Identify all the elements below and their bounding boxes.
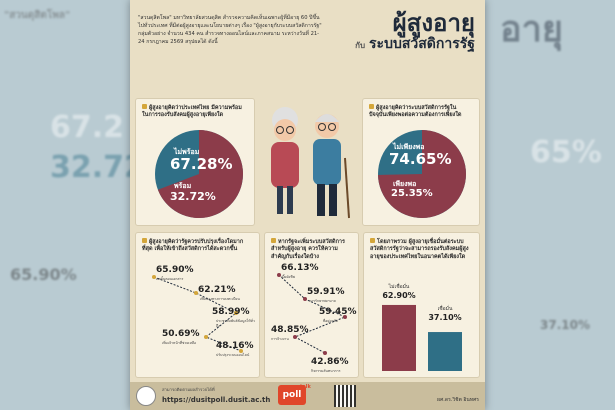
bullet-icon xyxy=(142,104,147,109)
q4-trend-line xyxy=(277,273,347,355)
q1-not-ready-slice xyxy=(157,130,244,218)
q3-trend-line xyxy=(152,275,243,353)
q2-pie-chart xyxy=(378,130,466,218)
q1-card: ผู้สูงอายุคิดว่าประเทศไทย มีความพร้อมในก… xyxy=(135,98,255,226)
bg-pct-4: 65% xyxy=(530,135,602,170)
q3-point-5-value: 48.16% xyxy=(216,341,254,351)
q5-not-confident-pct: 62.90% xyxy=(382,291,416,300)
q3-point-3-caption: ประชาสัมพันธ์ข้อมูลให้ทั่วถึง xyxy=(216,319,255,328)
page-subtitle: กับ ระบบสวัสดิการรัฐ xyxy=(315,36,475,53)
bg-title: อายุ xyxy=(500,9,563,50)
q2-card: ผู้สูงอายุคิดว่าระบบสวัสดิการรัฐในปัจจุบ… xyxy=(362,98,480,226)
q5-not-confident-label: ไม่เชื่อมั่น xyxy=(388,284,410,290)
bullet-icon xyxy=(142,238,147,243)
elderly-couple-illustration xyxy=(271,107,350,219)
footer-author: ผศ.ดร.วิชิต อินทศร xyxy=(437,397,479,403)
q4-point-5-value: 42.86% xyxy=(311,357,349,367)
q4-point-2-value: 59.91% xyxy=(307,287,345,297)
q5-question-text: โดยภาพรวม ผู้สูงอายุเชื่อมั่นต่อระบบสวัส… xyxy=(370,239,469,260)
q5-not-confident-bar xyxy=(382,304,416,371)
q5-confident-pct: 37.10% xyxy=(428,313,462,322)
q1-not-ready-pct: 67.28% xyxy=(170,155,233,173)
q1-pie-chart xyxy=(155,130,244,218)
q4-point-3-caption: ที่อยู่อาศัย xyxy=(323,319,338,323)
q5-confident-bar xyxy=(428,332,462,371)
title-sub-text: ระบบสวัสดิการรัฐ xyxy=(369,36,475,53)
q5-card: โดยภาพรวม ผู้สูงอายุเชื่อมั่นต่อระบบสวัส… xyxy=(363,232,480,378)
q4-point-1-value: 66.13% xyxy=(281,263,319,273)
bg-pct-1: 67.2 xyxy=(50,110,125,145)
bg-pct-5: 37.10% xyxy=(540,318,590,332)
q4-point-1-caption: เบี้ยยังชีพ xyxy=(281,275,295,279)
bg-intro-text: "สวนดุสิตโพล" xyxy=(4,10,71,21)
qr-code-icon xyxy=(334,385,356,407)
footer: สามารถติดตามผลสำรวจได้ที่ https://dusitp… xyxy=(130,382,485,410)
q1-question-text: ผู้สูงอายุคิดว่าประเทศไทย มีความพร้อมในก… xyxy=(142,105,242,119)
talk-badge: talk xyxy=(300,384,311,390)
q2-question: ผู้สูงอายุคิดว่าระบบสวัสดิการรัฐในปัจจุบ… xyxy=(369,104,473,120)
q4-point-5-caption: กิจกรรมสันทนาการ xyxy=(311,369,341,373)
q2-insufficient-label: ไม่เพียงพอ xyxy=(393,143,425,151)
bullet-icon xyxy=(271,238,276,243)
poll-logo: poll xyxy=(278,385,306,405)
page-title: ผู้สูงอายุ xyxy=(392,8,475,37)
university-logo xyxy=(136,386,156,406)
q5-confident-label: เชื่อมั่น xyxy=(437,306,453,312)
q5-question: โดยภาพรวม ผู้สูงอายุเชื่อมั่นต่อระบบสวัส… xyxy=(370,238,473,261)
bg-pct-3: 65.90% xyxy=(10,265,77,284)
q2-insufficient-slice xyxy=(378,130,466,218)
bg-pct-2: 32.72 xyxy=(50,150,145,185)
q2-sufficient-label: เพียงพอ xyxy=(393,180,417,188)
q3-card: ผู้สูงอายุคิดว่ารัฐควรปรับปรุงเรื่องใดมา… xyxy=(135,232,260,378)
q4-question: หากรัฐจะเพิ่มระบบสวัสดิการสำหรับผู้สูงอา… xyxy=(271,238,352,261)
q3-point-1-value: 65.90% xyxy=(156,265,194,275)
q4-point-2-caption: การรักษาพยาบาล xyxy=(309,299,336,303)
q2-question-text: ผู้สูงอายุคิดว่าระบบสวัสดิการรัฐในปัจจุบ… xyxy=(369,105,462,119)
q2-sufficient-pct: 25.35% xyxy=(391,188,433,199)
q5-bar-chart xyxy=(382,304,462,371)
q3-question-text: ผู้สูงอายุคิดว่ารัฐควรปรับปรุงเรื่องใดมา… xyxy=(142,239,244,253)
q3-point-4-caption: เพิ่มเจ้าหน้าที่ช่วยเหลือ xyxy=(162,341,197,345)
q1-ready-pct: 32.72% xyxy=(170,190,216,203)
footer-note: สามารถติดตามผลสำรวจได้ที่ xyxy=(162,387,215,392)
grandpa-figure xyxy=(313,114,350,219)
q4-point-4-value: 48.85% xyxy=(271,325,309,335)
q4-point-4-caption: การจ้างงาน xyxy=(271,337,289,341)
q3-point-4-value: 50.69% xyxy=(162,329,200,339)
q4-point-3-value: 59.45% xyxy=(319,307,357,317)
intro-text: "สวนดุสิตโพล" มหาวิทยาลัยสวนดุสิต สำรวจค… xyxy=(138,15,322,46)
grandma-figure xyxy=(271,107,299,214)
q2-insufficient-pct: 74.65% xyxy=(389,150,452,168)
infographic-poster: "สวนดุสิตโพล" มหาวิทยาลัยสวนดุสิต สำรวจค… xyxy=(130,0,485,410)
bullet-icon xyxy=(369,104,374,109)
q3-point-1-caption: ลดขั้นตอนเอกสาร xyxy=(156,277,184,281)
q3-point-5-caption: ปรับปรุงระบบออนไลน์ xyxy=(216,353,250,357)
q1-question: ผู้สูงอายุคิดว่าประเทศไทย มีความพร้อมในก… xyxy=(142,104,248,120)
q4-question-text: หากรัฐจะเพิ่มระบบสวัสดิการสำหรับผู้สูงอา… xyxy=(271,239,345,260)
q1-ready-label: พร้อม xyxy=(174,182,192,190)
title-block: ผู้สูงอายุ กับ ระบบสวัสดิการรัฐ xyxy=(315,8,475,53)
q3-point-3-value: 58.99% xyxy=(212,307,250,317)
q3-point-2-caption: เพิ่มช่องทางการลงทะเบียน xyxy=(200,297,240,301)
bullet-icon xyxy=(370,238,375,243)
footer-url-link[interactable]: https://dusitpoll.dusit.ac.th xyxy=(162,396,271,404)
title-connector: กับ xyxy=(355,41,366,51)
q3-question: ผู้สูงอายุคิดว่ารัฐควรปรับปรุงเรื่องใดมา… xyxy=(142,238,253,254)
q3-point-2-value: 62.21% xyxy=(198,285,236,295)
q4-card: หากรัฐจะเพิ่มระบบสวัสดิการสำหรับผู้สูงอา… xyxy=(264,232,359,378)
q1-not-ready-label: ไม่พร้อม xyxy=(174,148,200,156)
